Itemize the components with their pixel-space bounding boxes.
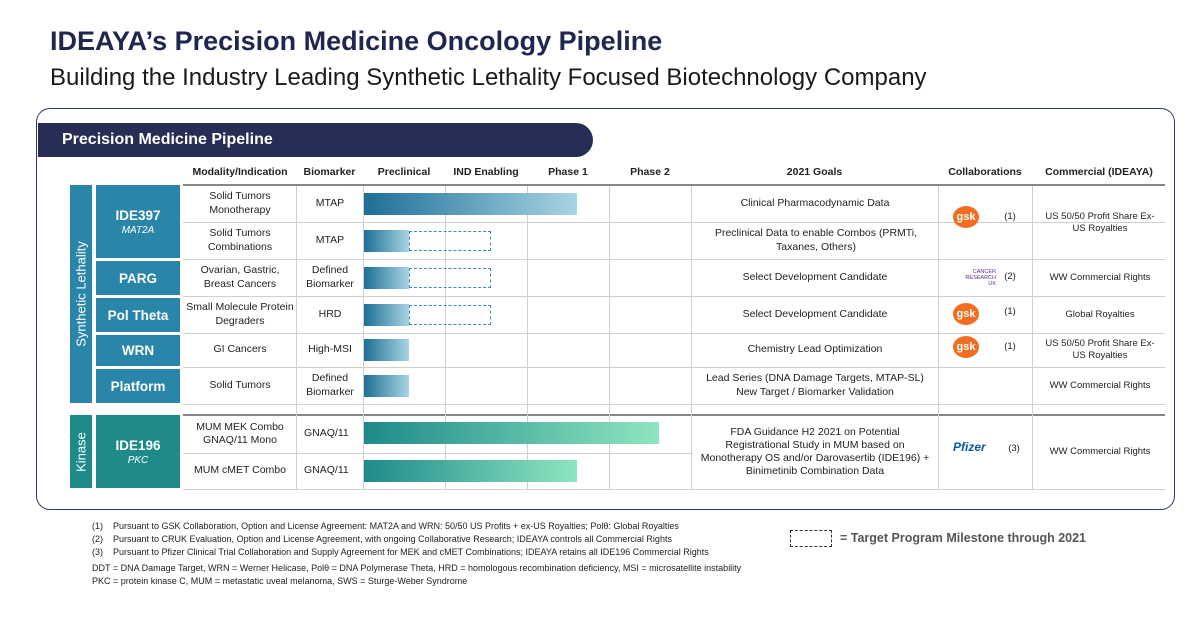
target-milestone-box [409, 268, 492, 288]
progress-bar [364, 304, 410, 326]
header-divider [183, 184, 1165, 186]
pipeline-frame [36, 108, 1175, 510]
modality-cell: Solid Tumors Combinations [207, 227, 273, 253]
column-divider [445, 186, 446, 489]
row-divider [183, 367, 1165, 368]
legend-dashed-box [790, 530, 832, 547]
legend-text: = Target Program Milestone through 2021 [840, 531, 1087, 545]
abbreviations: PKC = protein kinase C, MUM = metastatic… [92, 576, 468, 586]
commercial-cell: WW Commercial Rights [1049, 446, 1151, 458]
modality-cell: Small Molecule Protein Degraders [186, 301, 294, 327]
commercial-cell: US 50/50 Profit Share Ex-US Royalties [1045, 210, 1155, 234]
biomarker-cell: GNAQ/11 [304, 427, 349, 440]
program-ide397: IDE397 MAT2A [96, 185, 180, 258]
goal-cell: Chemistry Lead Optimization [747, 343, 883, 356]
column-divider [1032, 186, 1033, 489]
row-divider [183, 259, 1165, 260]
header-2021-goals: 2021 Goals [786, 166, 843, 178]
row-divider [183, 296, 1165, 297]
row-divider [183, 404, 1165, 405]
gsk-logo-icon: gsk [953, 303, 979, 325]
goal-cell: Lead Series (DNA Damage Targets, MTAP-SL… [706, 372, 924, 398]
biomarker-cell: HRD [318, 307, 342, 320]
column-divider [938, 186, 939, 489]
program-parg: PARG [96, 261, 180, 295]
modality-cell: Solid Tumors [209, 378, 271, 391]
target-milestone-box [409, 231, 492, 251]
header-collaborations: Collaborations [948, 166, 1022, 178]
header-commercial: Commercial (IDEAYA) [1045, 166, 1153, 178]
modality-cell: Solid Tumors Monotherapy [209, 190, 271, 216]
pfizer-logo-icon: Pfizer [953, 440, 986, 454]
commercial-cell: US 50/50 Profit Share Ex-US Royalties [1045, 338, 1155, 361]
header-phase1: Phase 1 [548, 166, 588, 178]
program-wrn: WRN [96, 335, 180, 366]
footnote: (1) Pursuant to GSK Collaboration, Optio… [92, 521, 679, 531]
program-ide196: IDE196 PKC [96, 415, 180, 488]
gsk-logo-icon: gsk [953, 336, 979, 358]
progress-bar [364, 422, 660, 444]
goal-cell-ide196: FDA Guidance H2 2021 on Potential Regist… [700, 425, 930, 478]
progress-bar [364, 267, 410, 289]
commercial-cell: Global Royalties [1065, 308, 1135, 320]
header-modality: Modality/Indication [192, 166, 288, 178]
header-preclinical: Preclinical [377, 166, 431, 178]
group-kinase: Kinase [70, 415, 92, 488]
biomarker-cell: GNAQ/11 [304, 464, 349, 477]
pipeline-banner: Precision Medicine Pipeline [38, 123, 593, 157]
goal-cell: Select Development Candidate [742, 270, 888, 283]
goal-cell: Clinical Pharmacodynamic Data [740, 196, 890, 209]
header-biomarker: Biomarker [303, 166, 356, 178]
column-divider [527, 186, 528, 489]
commercial-cell: WW Commercial Rights [1049, 271, 1151, 283]
program-pol-theta: Pol Theta [96, 298, 180, 332]
modality-cell: GI Cancers [213, 343, 267, 356]
row-divider [183, 453, 693, 454]
biomarker-cell: Defined Biomarker [306, 372, 354, 398]
program-platform: Platform [96, 369, 180, 403]
progress-bar [364, 339, 410, 361]
modality-cell: MUM MEK Combo GNAQ/11 Mono [196, 420, 284, 446]
footnote-ref: (1) [1004, 211, 1016, 223]
column-divider [363, 186, 364, 489]
biomarker-cell: High-MSI [308, 343, 352, 356]
biomarker-cell: MTAP [315, 196, 345, 209]
footnote-ref: (2) [1004, 271, 1016, 283]
page-subtitle: Building the Industry Leading Synthetic … [50, 64, 927, 91]
progress-bar [364, 193, 578, 215]
goal-cell: Preclinical Data to enable Combos (PRMTi… [714, 227, 918, 253]
biomarker-cell: MTAP [315, 233, 345, 246]
row-divider [183, 222, 1165, 223]
biomarker-cell: Defined Biomarker [306, 264, 354, 290]
row-divider [183, 333, 1165, 334]
footnote: (2) Pursuant to CRUK Evaluation, Option … [92, 534, 672, 544]
footnote: (3) Pursuant to Pfizer Clinical Trial Co… [92, 547, 709, 557]
header-ind-enabling: IND Enabling [453, 166, 519, 178]
row-divider [183, 489, 1165, 490]
progress-bar [364, 460, 578, 482]
column-divider [691, 186, 692, 489]
header-phase2: Phase 2 [630, 166, 670, 178]
gsk-logo-icon: gsk [953, 206, 979, 228]
section-divider [183, 414, 1165, 416]
column-divider [609, 186, 610, 489]
footnote-ref: (1) [1004, 306, 1016, 318]
modality-cell: MUM cMET Combo [194, 464, 286, 477]
column-divider [296, 186, 297, 489]
abbreviations: DDT = DNA Damage Target, WRN = Werner He… [92, 563, 742, 573]
progress-bar [364, 230, 410, 252]
page-title: IDEAYA’s Precision Medicine Oncology Pip… [50, 26, 663, 56]
group-synthetic-lethality: Synthetic Lethality [70, 185, 92, 403]
progress-bar [364, 375, 410, 397]
commercial-cell: WW Commercial Rights [1049, 379, 1151, 391]
footnote-ref: (3) [1008, 443, 1020, 455]
modality-cell: Ovarian, Gastric, Breast Cancers [200, 264, 280, 290]
goal-cell: Select Development Candidate [742, 307, 888, 320]
cruk-logo-icon: CANCER RESEARCH UK [965, 268, 996, 288]
target-milestone-box [409, 305, 492, 325]
footnote-ref: (1) [1004, 341, 1016, 353]
